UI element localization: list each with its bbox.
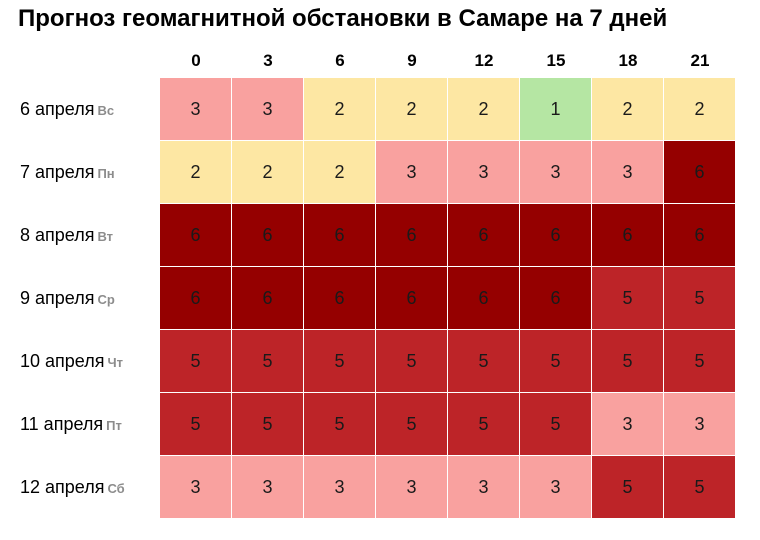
row-date: 11 апреля xyxy=(20,414,104,434)
heatmap-cell: 2 xyxy=(160,141,231,203)
heatmap-cell: 3 xyxy=(232,456,303,518)
hour-header-12: 12 xyxy=(474,51,494,70)
heatmap-cell: 3 xyxy=(448,141,519,203)
row-label: 8 апреля Вт xyxy=(20,204,113,266)
heatmap-cell: 5 xyxy=(664,330,735,392)
row-label: 11 апреля Пт xyxy=(20,393,122,455)
heatmap-cell: 2 xyxy=(592,78,663,140)
row-label: 9 апреля Ср xyxy=(20,267,115,329)
heatmap-cell: 5 xyxy=(448,330,519,392)
heatmap-cell: 2 xyxy=(304,141,375,203)
heatmap-cell: 5 xyxy=(304,393,375,455)
row-weekday: Ср xyxy=(97,292,115,307)
heatmap-cell: 6 xyxy=(304,267,375,329)
heatmap-cell: 6 xyxy=(160,267,231,329)
heatmap-cell: 5 xyxy=(664,267,735,329)
heatmap-cell: 5 xyxy=(232,330,303,392)
heatmap-cell: 3 xyxy=(304,456,375,518)
heatmap-cell: 3 xyxy=(592,141,663,203)
row-weekday: Сб xyxy=(107,481,125,496)
heatmap-cell: 3 xyxy=(520,456,591,518)
heatmap-cell: 5 xyxy=(376,393,447,455)
heatmap-cell: 5 xyxy=(376,330,447,392)
row-label: 12 апреля Сб xyxy=(20,456,125,518)
heatmap-cell: 5 xyxy=(448,393,519,455)
row-label: 10 апреля Чт xyxy=(20,330,123,392)
heatmap-cell: 6 xyxy=(304,204,375,266)
row-date: 7 апреля xyxy=(20,162,95,182)
heatmap-cell: 2 xyxy=(664,78,735,140)
hour-header-9: 9 xyxy=(407,51,417,70)
heatmap-cell: 6 xyxy=(160,204,231,266)
heatmap-cell: 5 xyxy=(520,330,591,392)
heatmap-cell: 6 xyxy=(448,204,519,266)
heatmap-cell: 5 xyxy=(160,330,231,392)
row-label: 7 апреля Пн xyxy=(20,141,115,203)
heatmap-cell: 2 xyxy=(376,78,447,140)
heatmap-cell: 3 xyxy=(160,456,231,518)
heatmap-cell: 5 xyxy=(592,330,663,392)
hour-header-6: 6 xyxy=(335,51,345,70)
heatmap-cell: 3 xyxy=(664,393,735,455)
heatmap-cell: 6 xyxy=(232,204,303,266)
heatmap-cell: 5 xyxy=(304,330,375,392)
row-weekday: Чт xyxy=(107,355,123,370)
heatmap-cell: 5 xyxy=(592,267,663,329)
row-weekday: Пн xyxy=(97,166,115,181)
heatmap-cell: 3 xyxy=(160,78,231,140)
heatmap-cell: 5 xyxy=(160,393,231,455)
row-date: 8 апреля xyxy=(20,225,95,245)
row-date: 6 апреля xyxy=(20,99,95,119)
heatmap-cell: 3 xyxy=(376,141,447,203)
heatmap-cell: 3 xyxy=(376,456,447,518)
heatmap-cell: 2 xyxy=(232,141,303,203)
hour-header-3: 3 xyxy=(263,51,273,70)
row-date: 9 апреля xyxy=(20,288,95,308)
heatmap-cell: 6 xyxy=(664,204,735,266)
heatmap-cell: 2 xyxy=(448,78,519,140)
heatmap-cell: 6 xyxy=(664,141,735,203)
heatmap-cell: 5 xyxy=(520,393,591,455)
row-date: 10 апреля xyxy=(20,351,105,371)
heatmap-cell: 3 xyxy=(592,393,663,455)
hour-header-0: 0 xyxy=(191,51,201,70)
heatmap-cell: 2 xyxy=(304,78,375,140)
row-date: 12 апреля xyxy=(20,477,105,497)
chart-title: Прогноз геомагнитной обстановки в Самаре… xyxy=(18,5,668,32)
heatmap-cell: 6 xyxy=(448,267,519,329)
hour-header-21: 21 xyxy=(690,51,710,70)
heatmap-cell: 5 xyxy=(592,456,663,518)
heatmap-cell: 3 xyxy=(232,78,303,140)
hour-header-15: 15 xyxy=(546,51,566,70)
heatmap-cell: 6 xyxy=(232,267,303,329)
heatmap-cell: 5 xyxy=(664,456,735,518)
row-weekday: Вс xyxy=(97,103,115,118)
hour-header-18: 18 xyxy=(618,51,638,70)
heatmap-cell: 6 xyxy=(592,204,663,266)
row-label: 6 апреля Вс xyxy=(20,78,114,140)
heatmap-cell: 5 xyxy=(232,393,303,455)
heatmap-cell: 6 xyxy=(520,267,591,329)
heatmap-cell: 6 xyxy=(376,267,447,329)
heatmap-cell: 1 xyxy=(520,78,591,140)
heatmap-cell: 6 xyxy=(520,204,591,266)
heatmap-cell: 6 xyxy=(376,204,447,266)
row-weekday: Пт xyxy=(106,418,122,433)
row-weekday: Вт xyxy=(97,229,114,244)
heatmap-cell: 3 xyxy=(520,141,591,203)
heatmap-cell: 3 xyxy=(448,456,519,518)
